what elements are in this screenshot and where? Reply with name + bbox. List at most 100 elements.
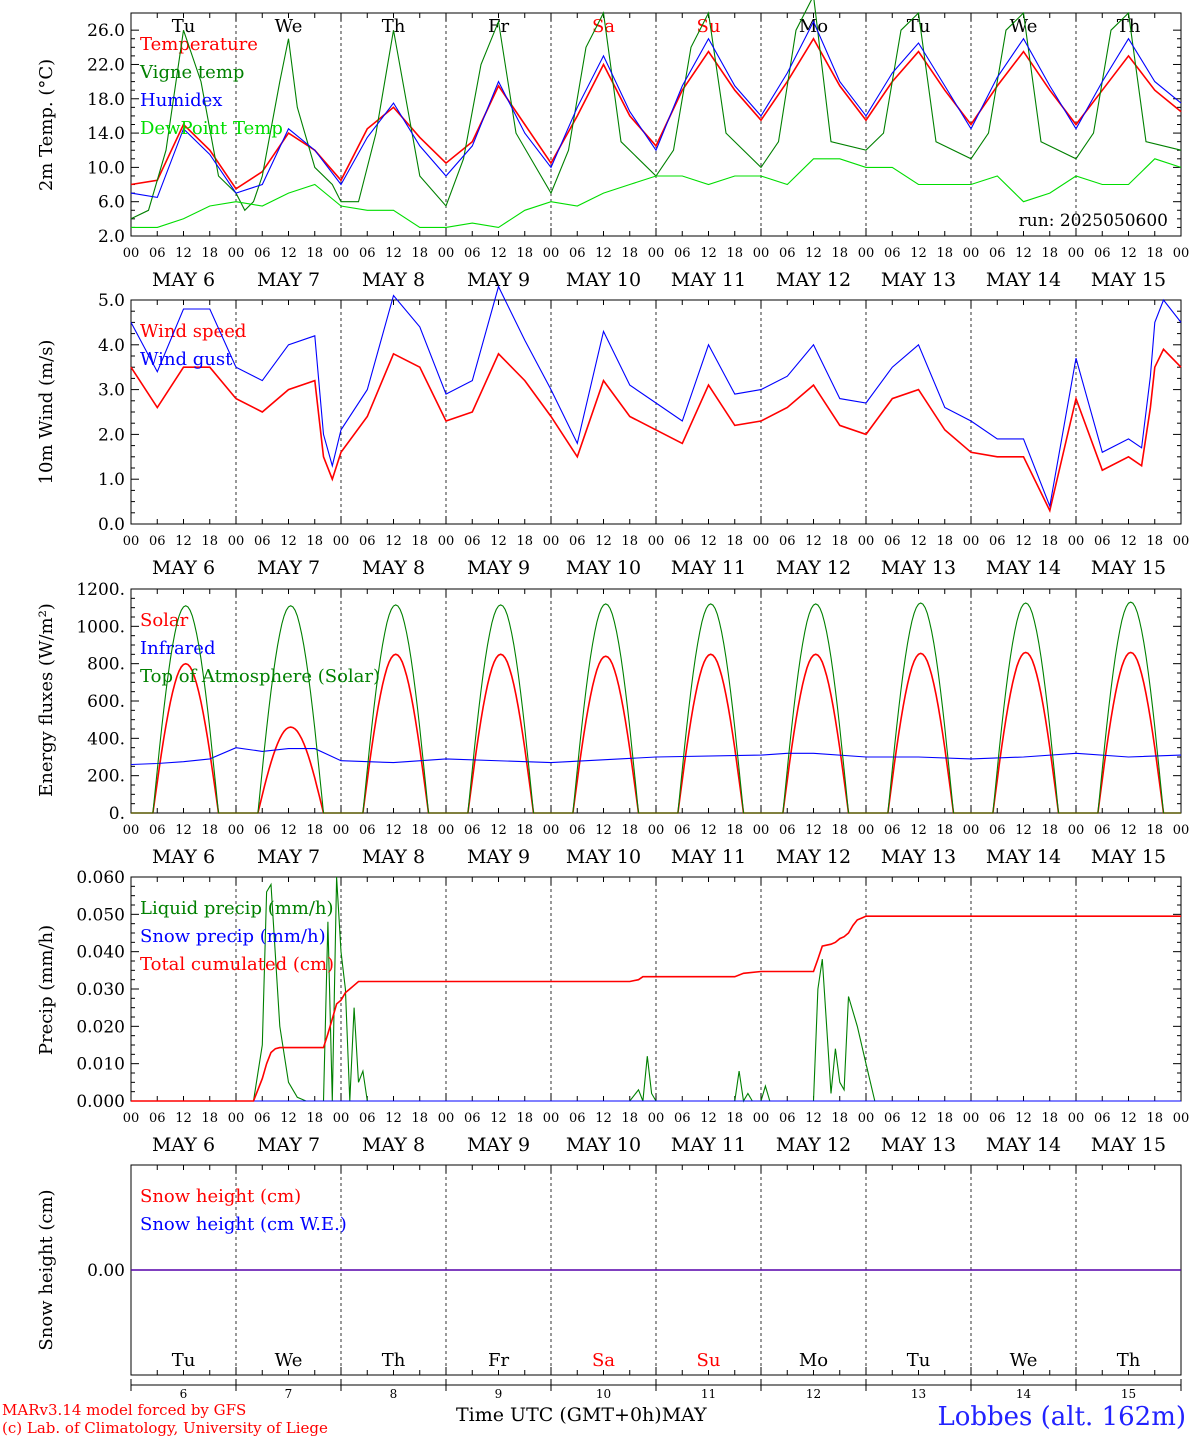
wind-hour-label: 18 [306,534,323,549]
precip-hour-label: 18 [1146,1111,1163,1126]
time-axis-day-number: 6 [180,1387,188,1401]
precip-hour-label: 06 [464,1111,481,1126]
temperature-hour-label: 06 [989,246,1006,261]
time-axis-day-number: 9 [495,1387,503,1401]
fluxes-hour-label: 00 [333,823,350,838]
fluxes-y-tick-label: 600. [87,692,125,712]
temperature-date-label: MAY 10 [566,269,641,291]
snow-weekday-label: We [1010,1350,1038,1371]
temperature-hour-label: 00 [1068,246,1085,261]
temperature-hour-label: 12 [385,246,402,261]
fluxes-date-label: MAY 11 [671,846,746,868]
precip-date-label: MAY 6 [152,1134,215,1156]
temperature-y-tick-label: 10.0 [87,158,125,178]
temperature-legend-3: DewPoint Temp [140,118,283,139]
precip-hour-label: 06 [254,1111,271,1126]
wind-hour-label: 00 [543,534,560,549]
fluxes-y-tick-label: 1200. [76,580,125,600]
fluxes-hour-label: 00 [543,823,560,838]
temperature-weekday-label: Tu [907,16,931,37]
precip-hour-label: 06 [569,1111,586,1126]
fluxes-hour-label: 18 [621,823,638,838]
precip-hour-label: 06 [989,1111,1006,1126]
wind-hour-label: 18 [1146,534,1163,549]
temperature-hour-label: 06 [674,246,691,261]
precip-hour-label: 12 [1120,1111,1137,1126]
temperature-hour-label: 00 [753,246,770,261]
temperature-hour-label: 12 [175,246,192,261]
fluxes-y-tick-label: 1000. [76,617,125,637]
wind-hour-label: 00 [753,534,770,549]
temperature-y-tick-label: 14.0 [87,124,125,144]
temperature-legend-1: Vigne temp [139,62,244,83]
temperature-series-humidex [130,20,1182,199]
fluxes-hour-label: 12 [1120,823,1137,838]
snow-weekday-label: Tu [907,1350,931,1371]
temperature-hour-label: 12 [1015,246,1032,261]
temperature-date-label: MAY 8 [362,269,425,291]
fluxes-y-axis-title: Energy fluxes (W/m²) [36,603,57,797]
wind-hour-label: 00 [123,534,140,549]
wind-date-label: MAY 13 [881,557,956,579]
precip-hour-label: 18 [201,1111,218,1126]
wind-hour-label: 00 [648,534,665,549]
temperature-weekday-label: Su [697,16,721,37]
fluxes-hour-label: 18 [411,823,428,838]
fluxes-hour-label: 12 [910,823,927,838]
fluxes-hour-label: 00 [858,823,875,838]
precip-hour-label: 06 [674,1111,691,1126]
fluxes-hour-label: 00 [228,823,245,838]
temperature-y-tick-label: 2.0 [98,227,125,247]
precip-hour-label: 00 [438,1111,455,1126]
fluxes-date-label: MAY 13 [881,846,956,868]
precip-hour-label: 12 [490,1111,507,1126]
fluxes-date-label: MAY 8 [362,846,425,868]
wind-hour-label: 18 [201,534,218,549]
time-axis-day-number: 14 [1016,1387,1032,1401]
fluxes-hour-label: 00 [753,823,770,838]
precip-y-tick-label: 0.030 [76,980,125,1000]
temperature-hour-label: 18 [411,246,428,261]
fluxes-hour-label: 06 [989,823,1006,838]
fluxes-hour-label: 18 [726,823,743,838]
fluxes-hour-label: 06 [149,823,166,838]
wind-hour-label: 00 [438,534,455,549]
precip-hour-label: 12 [175,1111,192,1126]
temperature-hour-label: 06 [149,246,166,261]
precip-date-label: MAY 7 [257,1134,320,1156]
snow-weekday-label: Mo [799,1350,828,1371]
fluxes-panel: 0. 200. 400. 600. 800. 1000. 1200. Energy fluxe… [36,580,1189,868]
temperature-date-label: MAY 6 [152,269,215,291]
time-axis-day-number: 11 [701,1387,716,1401]
fluxes-legend-1: Infrared [140,638,215,659]
fluxes-hour-label: 18 [516,823,533,838]
precip-hour-label: 12 [805,1111,822,1126]
precip-date-label: MAY 8 [362,1134,425,1156]
temperature-hour-label: 06 [359,246,376,261]
precip-hour-label: 18 [411,1111,428,1126]
temperature-series-dewpoint-temp [131,158,1182,228]
fluxes-hour-label: 06 [569,823,586,838]
fluxes-date-label: MAY 6 [152,846,215,868]
precip-hour-label: 00 [333,1111,350,1126]
wind-frame [130,299,1182,525]
fluxes-series-top-of-atmosphere-solar- [131,601,1181,814]
precip-y-tick-label: 0.010 [76,1055,125,1075]
wind-hour-label: 06 [569,534,586,549]
snow-legend-0: Snow height (cm) [140,1186,301,1207]
precip-hour-label: 18 [1041,1111,1058,1126]
fluxes-date-label: MAY 9 [467,846,530,868]
precip-hour-label: 12 [910,1111,927,1126]
fluxes-legend-0: Solar [140,610,189,631]
fluxes-hour-label: 00 [438,823,455,838]
wind-date-label: MAY 10 [566,557,641,579]
precip-hour-label: 18 [726,1111,743,1126]
precip-hour-label: 00 [228,1111,245,1126]
wind-date-label: MAY 7 [257,557,320,579]
wind-date-label: MAY 11 [671,557,746,579]
precip-date-label: MAY 13 [881,1134,956,1156]
precip-hour-label: 12 [595,1111,612,1126]
temperature-hour-label: 06 [884,246,901,261]
temperature-hour-label: 12 [700,246,717,261]
